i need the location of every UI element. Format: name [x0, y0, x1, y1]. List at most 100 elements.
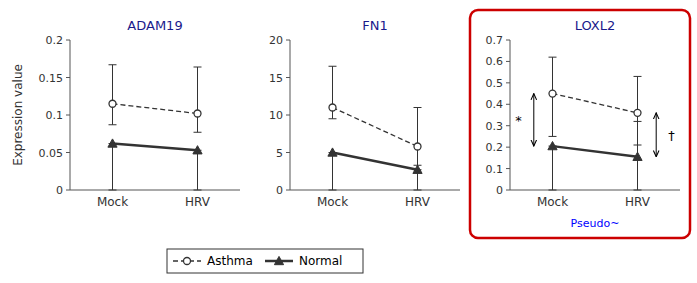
y-tick-label: 0	[56, 184, 63, 197]
panel: FN1 0 5 10 15 20 Mock HRV	[269, 18, 460, 209]
y-tick-label: 0.05	[39, 147, 64, 160]
legend-marker	[274, 256, 283, 264]
series-line	[113, 104, 198, 114]
data-point	[414, 143, 421, 150]
error-bar	[109, 144, 117, 191]
x-tick-label: Mock	[537, 195, 568, 209]
error-bar	[549, 57, 557, 136]
y-tick-label: 0.6	[486, 55, 504, 68]
error-bar	[549, 146, 557, 190]
annotation: †	[668, 128, 675, 143]
y-tick-label: 0.15	[39, 72, 64, 85]
plot-area	[548, 57, 642, 190]
annotation: Pseudo~	[571, 217, 620, 230]
series-line	[553, 94, 638, 113]
y-tick	[286, 77, 290, 78]
x-axis-line	[70, 190, 240, 191]
legend-label: Asthma	[207, 254, 253, 268]
legend-frame	[167, 249, 363, 273]
series	[549, 57, 642, 145]
y-tick	[506, 125, 510, 126]
data-point	[329, 104, 336, 111]
data-point	[193, 146, 202, 154]
series	[548, 121, 642, 190]
plot-area	[108, 65, 202, 190]
y-tick-label: 15	[269, 72, 283, 85]
y-tick-label: 0.1	[486, 163, 504, 176]
series	[328, 148, 422, 190]
series-line	[553, 146, 638, 157]
panel-title: FN1	[362, 18, 387, 33]
y-tick-label: 5	[276, 147, 283, 160]
plot-area	[328, 66, 422, 190]
x-tick-label: Mock	[97, 195, 128, 209]
y-tick	[286, 115, 290, 116]
data-point	[194, 110, 201, 117]
data-point	[108, 139, 117, 147]
annotation-arrow	[533, 94, 534, 147]
data-point	[109, 100, 116, 107]
series-line	[113, 144, 198, 151]
y-tick-label: 0.7	[486, 34, 504, 47]
error-bar	[414, 108, 422, 166]
y-tick-label: 0	[496, 184, 503, 197]
series	[109, 65, 202, 133]
y-tick-label: 0.3	[486, 120, 504, 133]
y-tick	[66, 77, 70, 78]
legend: Asthma Normal	[167, 249, 363, 273]
y-tick-label: 20	[269, 34, 283, 47]
panel: LOXL200.10.20.30.40.50.60.7MockHRV*†Pseu…	[470, 10, 690, 238]
y-tick	[506, 104, 510, 105]
panel: ADAM19 Expression value 0 0.05 0.1 0.15 0.2 Moc…	[11, 18, 240, 209]
data-point	[633, 152, 642, 160]
data-point	[549, 90, 556, 97]
y-tick-label: 0.4	[486, 98, 504, 111]
x-tick-label: HRV	[405, 195, 431, 209]
legend-marker	[184, 258, 191, 265]
annotation-arrow	[656, 113, 657, 157]
y-tick-label: 0	[276, 184, 283, 197]
series	[108, 139, 202, 190]
y-tick	[506, 147, 510, 148]
error-bar	[194, 150, 202, 190]
y-tick-label: 10	[269, 109, 283, 122]
legend-label: Normal	[299, 254, 342, 268]
y-tick-label: 0.5	[486, 77, 504, 90]
series-line	[333, 153, 418, 170]
panel-title: LOXL2	[575, 18, 616, 33]
y-tick	[66, 115, 70, 116]
y-tick	[66, 40, 70, 41]
y-tick	[506, 40, 510, 41]
error-bar	[109, 65, 117, 125]
y-tick-label: 0.1	[46, 109, 64, 122]
chart: ADAM19Expression value00.050.10.150.2Moc…	[0, 0, 697, 283]
panel-title: ADAM19	[127, 18, 182, 33]
y-tick	[286, 152, 290, 153]
data-point	[328, 148, 337, 156]
data-point	[413, 165, 422, 173]
y-tick	[66, 152, 70, 153]
x-tick-label: HRV	[625, 195, 651, 209]
error-bar	[329, 66, 337, 119]
series	[329, 66, 422, 165]
y-tick	[506, 190, 510, 191]
x-axis-line	[510, 190, 680, 191]
y-tick	[286, 190, 290, 191]
y-tick-label: 0.2	[486, 141, 504, 154]
y-tick-label: 0.2	[46, 34, 64, 47]
y-axis-label: Expression value	[11, 64, 25, 166]
y-tick	[286, 40, 290, 41]
x-tick-label: Mock	[317, 195, 348, 209]
x-axis-line	[290, 190, 460, 191]
highlight-box	[470, 10, 690, 238]
y-tick	[506, 61, 510, 62]
data-point	[634, 109, 641, 116]
y-tick	[506, 82, 510, 83]
x-tick-label: HRV	[185, 195, 211, 209]
series-line	[333, 108, 418, 147]
error-bar	[329, 153, 337, 191]
y-tick	[506, 168, 510, 169]
y-tick	[66, 190, 70, 191]
error-bar	[194, 67, 202, 132]
y-axis-line	[510, 40, 511, 190]
